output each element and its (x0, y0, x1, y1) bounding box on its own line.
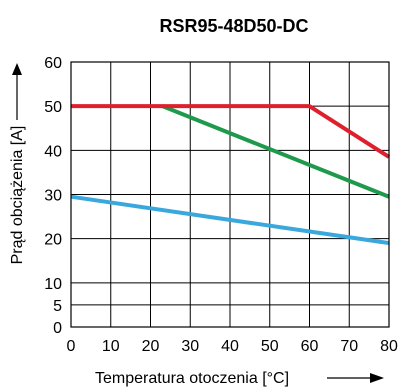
y-tick-label: 30 (44, 188, 62, 205)
x-tick-label: 30 (181, 338, 199, 355)
x-tick-label: 10 (102, 338, 120, 355)
grid (71, 62, 389, 327)
y-axis-arrow-head (12, 63, 22, 75)
x-tick-label: 60 (301, 338, 319, 355)
plot-frame (70, 61, 390, 328)
x-tick-label: 20 (142, 338, 160, 355)
y-tick-label: 20 (44, 232, 62, 249)
series-layer (70, 104, 391, 246)
y-axis-label: Prąd obciążenia [A] (9, 126, 26, 265)
x-axis-label: Temperatura otoczenia [°C] (95, 370, 289, 387)
x-tick-labels: 0 10 20 30 40 50 60 70 80 (67, 338, 398, 355)
x-tick-label: 70 (340, 338, 358, 355)
x-tick-label: 80 (380, 338, 398, 355)
y-tick-label: 5 (53, 298, 62, 315)
y-tick-label: 0 (53, 320, 62, 337)
y-tick-labels: 0 5 10 20 30 40 50 60 (44, 55, 62, 337)
y-tick-label: 10 (44, 276, 62, 293)
series-line-2 (161, 104, 390, 199)
x-tick-label: 50 (261, 338, 279, 355)
series-line-3 (71, 104, 391, 159)
x-axis-arrow-head (370, 373, 384, 383)
series-line-1 (70, 194, 390, 246)
y-tick-label: 50 (44, 99, 62, 116)
y-tick-label: 60 (44, 55, 62, 72)
x-tick-label: 0 (67, 338, 76, 355)
chart-title: RSR95-48D50-DC (159, 16, 308, 36)
y-tick-label: 40 (44, 143, 62, 160)
x-tick-label: 40 (221, 338, 239, 355)
